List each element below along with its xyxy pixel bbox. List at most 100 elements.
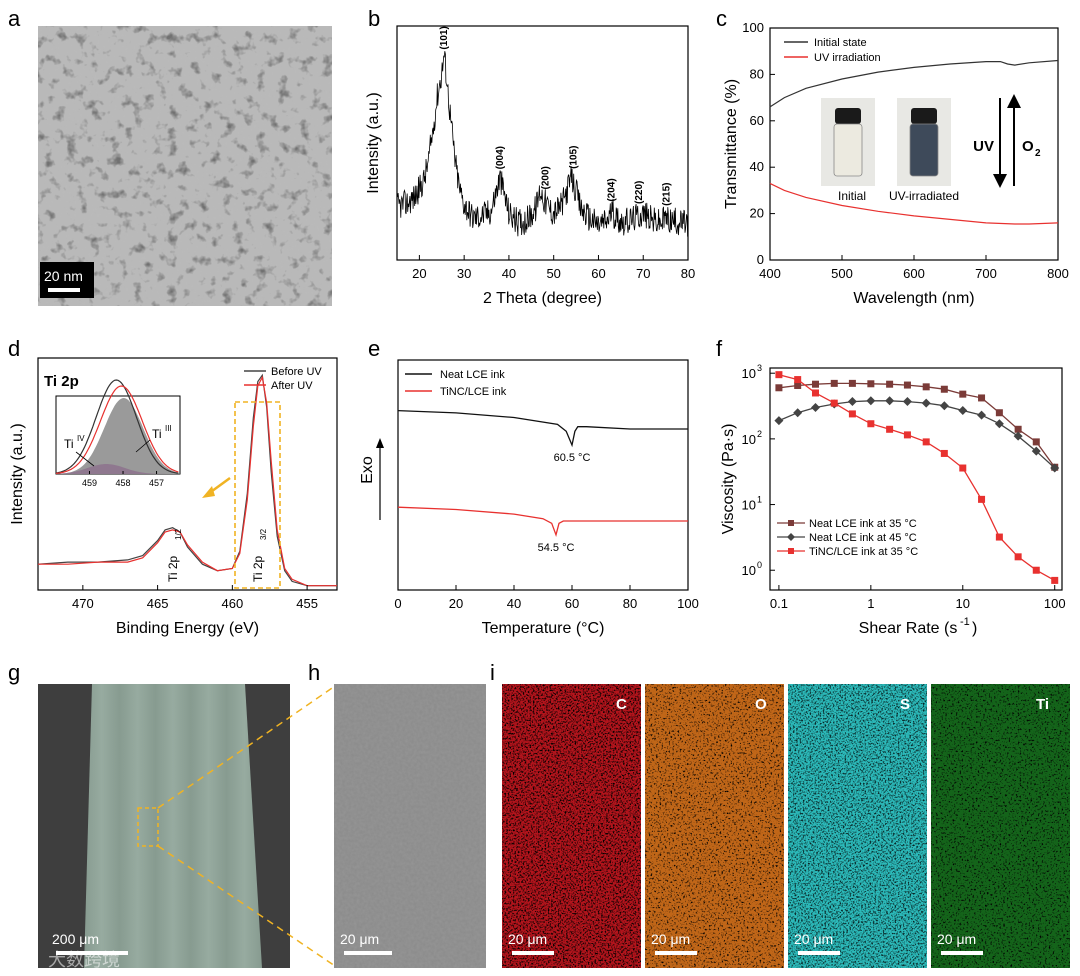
o2-arrow-subscript: 2 [1035, 148, 1041, 159]
xrd-peak-label: (105) [568, 146, 579, 169]
viscosity-point [958, 406, 968, 416]
viscosity-point [848, 379, 856, 387]
panel-letter-h: h [308, 660, 320, 685]
scale-bar-i1 [512, 951, 554, 955]
viscosity-point [921, 398, 931, 408]
xrd-x-tick-label: 20 [412, 266, 426, 281]
dsc-x-axis-label: Temperature (°C) [482, 620, 605, 637]
viscosity-y-tick-label: 10 [742, 563, 756, 578]
viscosity-point [940, 385, 948, 393]
panel-letter-g: g [8, 660, 20, 685]
viscosity-point [903, 431, 911, 439]
viscosity-y-tick-label: 10 [742, 498, 756, 513]
o2-arrowhead [1007, 94, 1021, 108]
viscosity-point [793, 408, 803, 418]
viscosity-point [978, 394, 986, 402]
xps-legend-label: After UV [271, 380, 313, 392]
vial-initial [821, 98, 875, 186]
viscosity-point [903, 381, 911, 389]
viscosity-series-1 [778, 400, 1056, 469]
dsc-frame [397, 359, 689, 591]
xps-peak-label-32-sub: 3/2 [259, 528, 268, 540]
scale-bar-label-i2: 20 μm [651, 931, 690, 947]
dsc-x-tick-label: 0 [394, 596, 401, 611]
viscosity-point [959, 464, 967, 472]
transmittance-x-axis-label: Wavelength (nm) [853, 290, 974, 307]
viscosity-point [902, 397, 912, 407]
scale-bar-i4 [941, 951, 983, 955]
scale-bar-i3 [798, 951, 840, 955]
xrd-x-tick-label: 40 [502, 266, 516, 281]
viscosity-point [1032, 438, 1040, 446]
viscosity-point [939, 401, 949, 411]
xps-inset-tiiii-sup: III [165, 424, 172, 433]
xps-panel-title: Ti 2p [44, 373, 79, 390]
xps-inset-tiiii-pointer [135, 439, 151, 453]
viscosity-point [830, 399, 838, 407]
eds-map-c: C 20 μm [502, 684, 641, 968]
viscosity-point [978, 495, 986, 503]
viscosity-chart: Neat LCE ink at 35 °C Neat LCE ink at 45 … [720, 363, 1066, 637]
xps-y-axis-label: Intensity (a.u.) [9, 423, 26, 524]
scale-bar-label-i4: 20 μm [937, 931, 976, 947]
viscosity-point [886, 425, 894, 433]
transmittance-y-tick-label: 0 [757, 252, 764, 267]
viscosity-frame [769, 367, 1063, 591]
viscosity-point [886, 380, 894, 388]
viscosity-y-tick-exp: 2 [757, 429, 762, 439]
xps-inset-tick-label: 457 [149, 478, 164, 488]
transmittance-x-tick-label: 800 [1047, 266, 1069, 281]
transmittance-series-1 [769, 182, 1059, 225]
xrd-trace [396, 51, 688, 237]
transmittance-x-tick-label: 500 [831, 266, 853, 281]
xrd-chart: 20 30 40 50 60 70 80 (101) (004) (200) (105) (204) (… [365, 25, 695, 307]
dsc-y-axis-label: Exo [359, 456, 376, 484]
panel-letter-b: b [368, 6, 380, 31]
panel-letter-i: i [490, 660, 495, 685]
transmittance-x-tick-label: 700 [975, 266, 997, 281]
viscosity-point [1014, 553, 1022, 561]
transmittance-x-tick-label: 600 [903, 266, 925, 281]
viscosity-legend-label: Neat LCE ink at 45 °C [809, 532, 917, 544]
panel-letter-c: c [716, 6, 727, 31]
dsc-legend-label: Neat LCE ink [440, 369, 505, 381]
xrd-peak-label: (204) [607, 178, 618, 201]
viscosity-y-tick-exp: 3 [757, 363, 762, 373]
xps-inset-tiiv-sup: IV [77, 434, 85, 443]
viscosity-point [1050, 463, 1060, 473]
transmittance-y-axis-label: Transmittance (%) [723, 79, 740, 209]
viscosity-point [1051, 576, 1059, 584]
viscosity-y-tick-label: 10 [742, 366, 756, 381]
eds-map-ti: Ti 20 μm [931, 684, 1070, 968]
vial-cap [835, 108, 861, 124]
uv-arrow-label: UV [973, 138, 994, 155]
xrd-peak-label: (200) [541, 166, 552, 189]
xps-chart: 470 465 460 455 Ti 2p 1/2 Ti 2p 3/2 Ti 2p Before … [9, 357, 338, 637]
xps-highlight-box [234, 401, 281, 589]
viscosity-x-axis-label: Shear Rate (s [859, 620, 958, 637]
xrd-peak-label: (004) [495, 146, 506, 169]
viscosity-point [959, 390, 967, 398]
eds-label-c: C [616, 696, 627, 713]
scale-bar-label-a: 20 nm [44, 268, 83, 284]
viscosity-y-axis-label: Viscosity (Pa·s) [720, 424, 737, 535]
xps-x-tick-label: 465 [147, 596, 169, 611]
xrd-x-tick-label: 50 [546, 266, 560, 281]
viscosity-point [995, 533, 1003, 541]
xps-frame [37, 357, 338, 591]
uv-arrowhead [993, 174, 1007, 188]
transmittance-series-0 [769, 59, 1059, 108]
scale-bar-g [56, 951, 128, 955]
xps-peak-label-12-sub: 1/2 [174, 528, 183, 540]
transmittance-legend-label: Initial state [814, 37, 867, 49]
dsc-x-tick-label: 100 [677, 596, 699, 611]
viscosity-x-axis-end: ) [972, 620, 977, 637]
dsc-x-tick-label: 80 [623, 596, 637, 611]
xps-peak-label-12: Ti 2p [166, 555, 180, 582]
exo-arrowhead [376, 438, 384, 448]
viscosity-legend-marker [787, 533, 795, 541]
viscosity-x-tick-label: 0.1 [770, 596, 788, 611]
eds-map-s: S 20 μm [788, 684, 927, 968]
viscosity-point [1031, 446, 1041, 456]
optical-image: 200 μm 大数跨境 [38, 684, 336, 970]
